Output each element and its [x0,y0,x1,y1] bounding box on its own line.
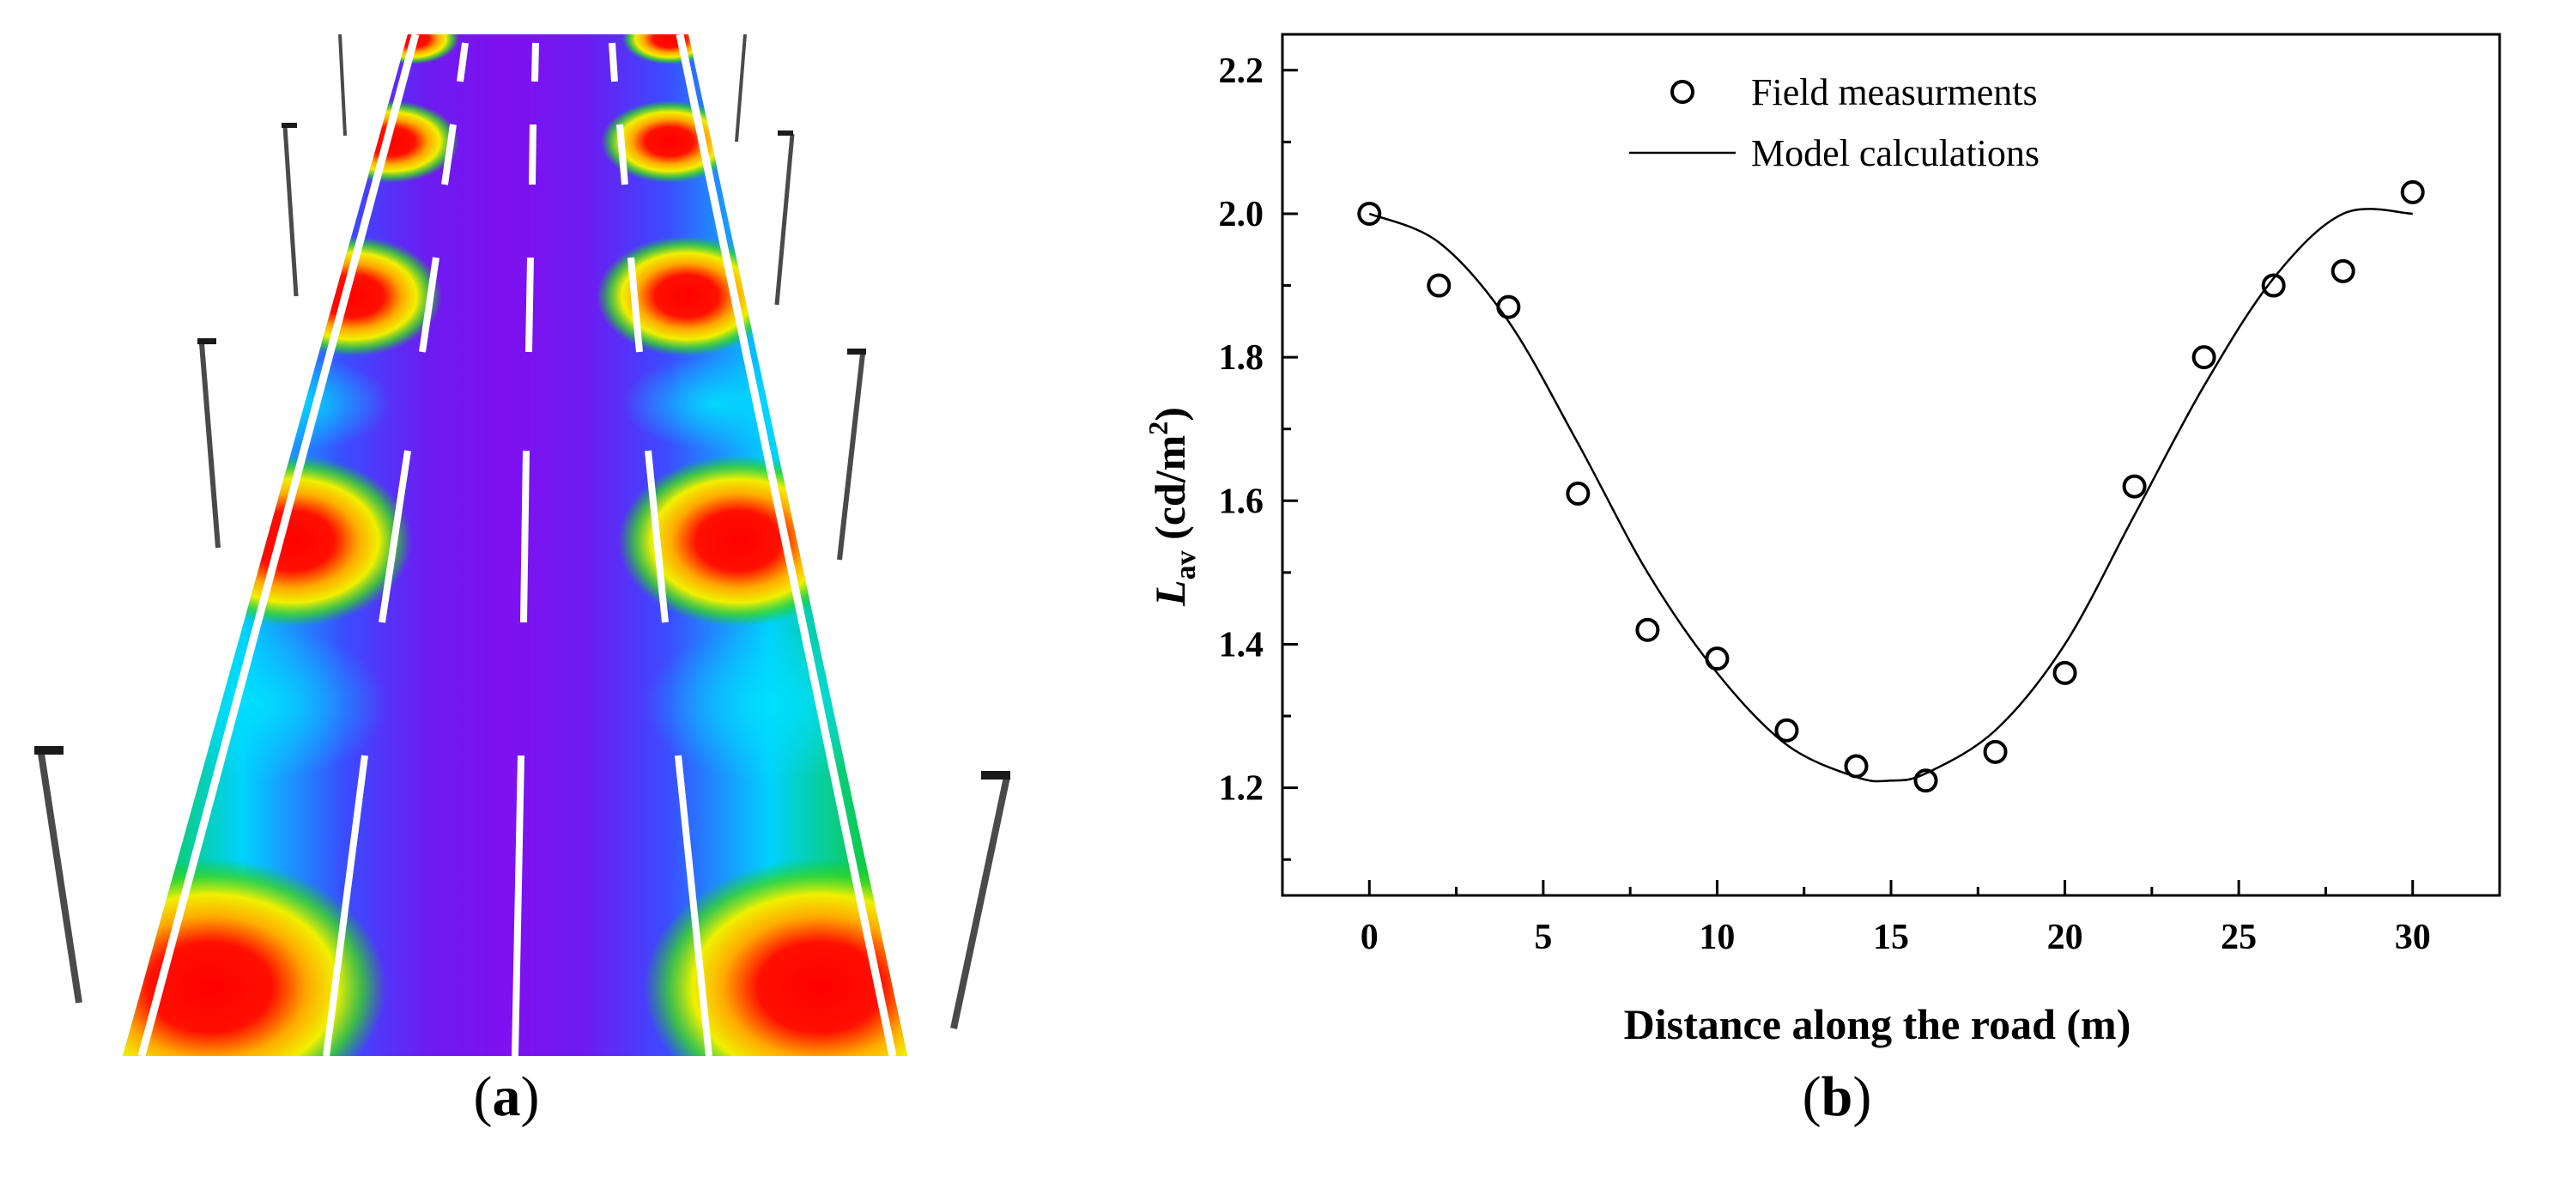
y-tick-label: 2.2 [1219,52,1264,91]
y-tick-label: 2.0 [1219,195,1264,234]
pole-right-3 [774,133,795,306]
pole-left-4 [338,33,347,137]
x-tick-label: 20 [2047,918,2083,957]
y-tick-label: 1.6 [1219,482,1264,521]
luminance-chart: 0 5 10 15 20 25 30 1.2 1.4 1.6 1.8 2.0 2.2 Field mea… [1143,33,2501,1048]
chart-legend: Field measurments Model calculations [1629,71,2040,174]
luminaire-right-1 [981,771,1010,780]
left-edge-line [137,33,420,1058]
luminance-chart-panel: 0 5 10 15 20 25 30 1.2 1.4 1.6 1.8 2.0 2.2 Field mea… [1013,0,2576,1173]
field-measurement-point [1496,294,1521,319]
svg-text:Lav (cd/m2): Lav (cd/m2) [1143,407,1202,607]
x-tick-label: 15 [1873,918,1909,957]
field-measurement-point [1566,481,1591,506]
field-measurement-point [2191,345,2216,370]
field-measurement-point [1844,754,1869,779]
pole-left-2 [199,343,221,549]
field-measurement-point [2331,258,2355,283]
field-measurement-point [1357,201,1382,226]
road-luminance-map [34,33,1010,1058]
road-luminance-panel: (a) [0,0,1013,1173]
legend-marker-field [1670,80,1694,104]
lane-markings [323,42,712,1057]
field-measurement-point [2400,179,2425,204]
x-tick-label: 25 [2221,918,2257,957]
field-measurement-point [2261,273,2286,298]
field-measurement-point [2122,474,2147,499]
y-tick-label: 1.8 [1219,338,1264,378]
light-poles [34,33,1010,1029]
pole-left-1 [38,753,82,1004]
right-edge-line [676,33,897,1057]
field-measurement-point [1983,739,2008,764]
pole-right-1 [950,776,1010,1029]
x-tick-label: 0 [1361,918,1379,957]
x-axis-label: Distance along the road (m) [1624,1000,2131,1048]
field-measurement-point [1774,718,1799,743]
chart-ticks: 0 5 10 15 20 25 30 1.2 1.4 1.6 1.8 2.0 2.2 [1219,52,2431,957]
caption-b: (b) [1802,1065,1872,1128]
field-measurement-point [1705,646,1730,671]
field-measurement-points [1357,179,2425,793]
pole-right-4 [735,33,747,143]
x-tick-label: 5 [1534,918,1552,957]
field-measurement-point [2052,660,2077,685]
field-measurement-point [1427,273,1452,298]
y-tick-label: 1.2 [1219,769,1264,809]
field-measurement-point [1913,768,1938,793]
pole-right-2 [837,353,865,561]
x-tick-label: 30 [2395,918,2431,957]
luminaire-left-1 [34,746,64,755]
model-calculations-line [1368,208,2413,783]
legend-label-model: Model calculations [1751,132,2040,174]
legend-label-field: Field measurments [1751,71,2038,113]
road-surface [123,34,907,1056]
pole-left-3 [282,125,299,297]
y-axis-label: Lav (cd/m2) [1143,407,1202,607]
x-tick-label: 10 [1699,918,1735,957]
y-tick-label: 1.4 [1219,625,1264,664]
caption-a: (a) [473,1065,540,1128]
field-measurement-point [1635,617,1660,642]
